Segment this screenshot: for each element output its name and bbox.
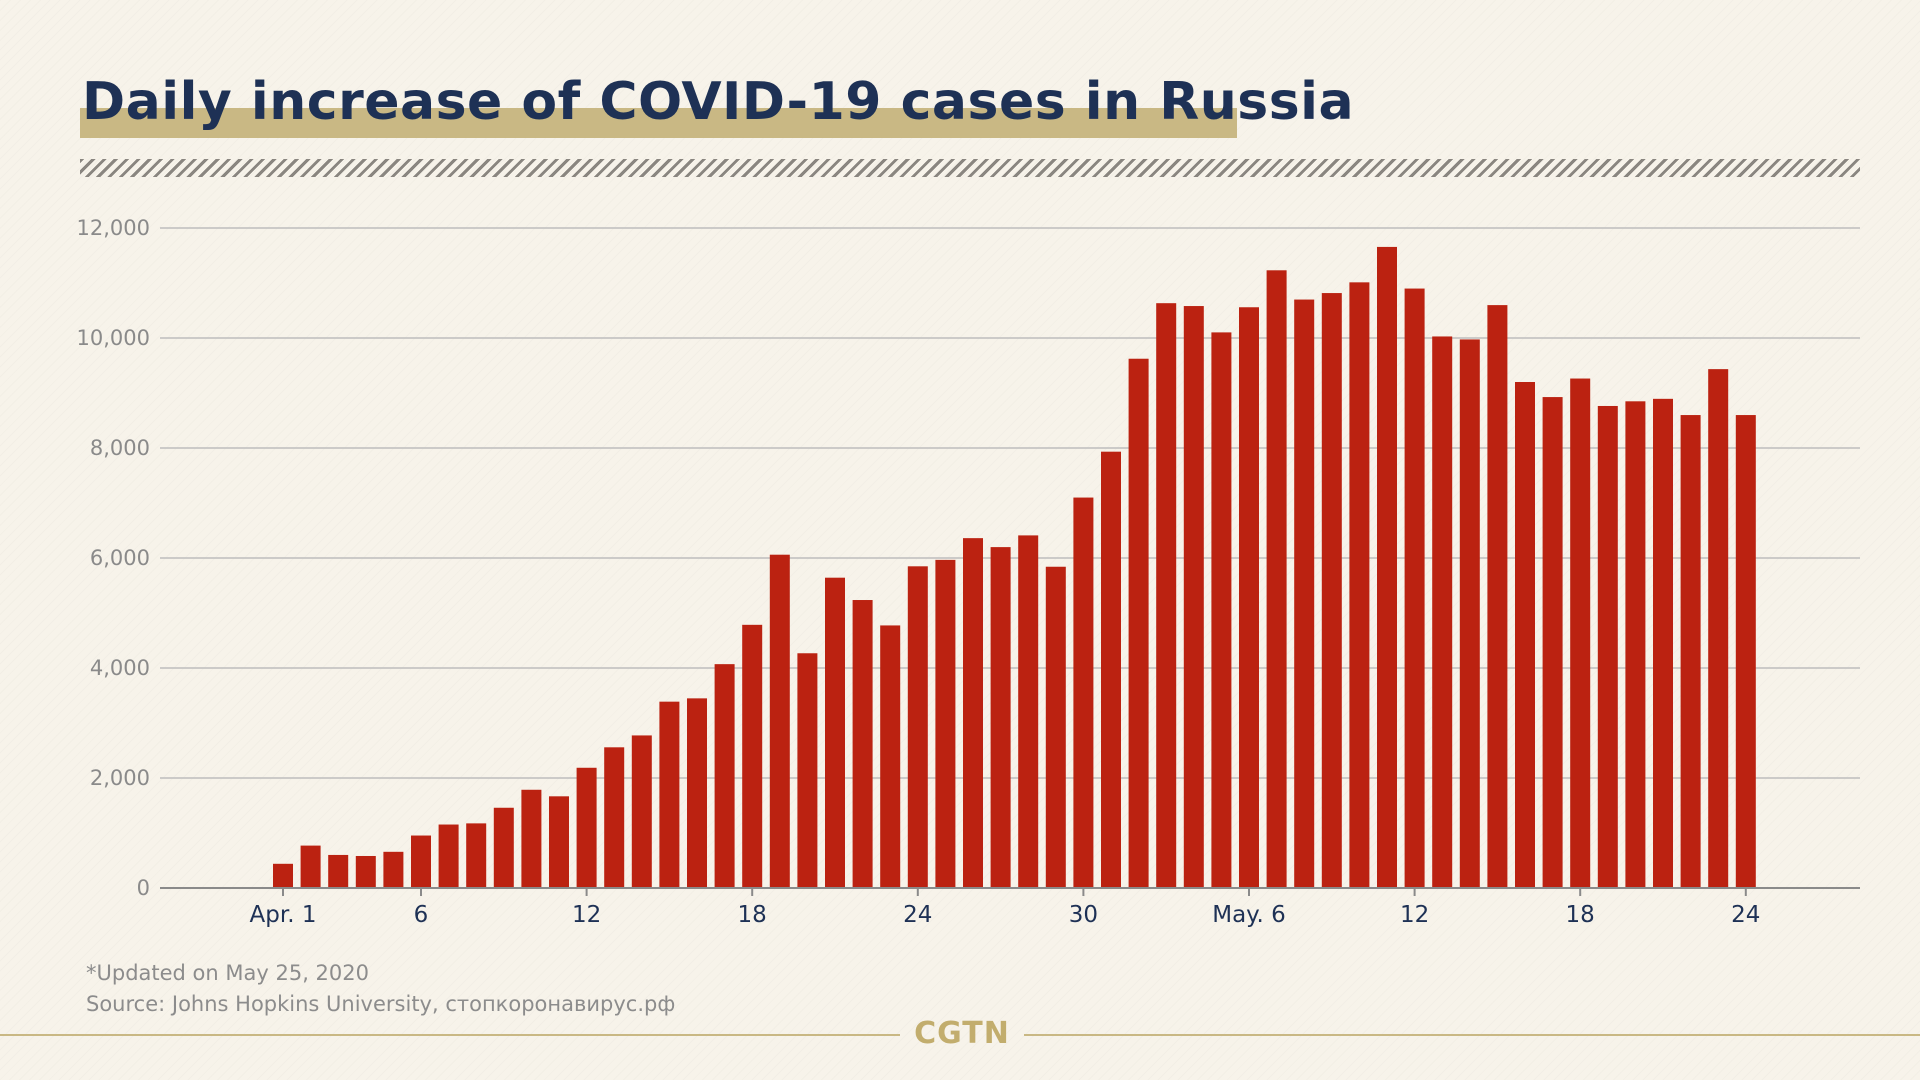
y-tick-label: 0 [137,876,150,900]
bar-apr-23 [880,625,901,888]
bar-apr-28 [1018,535,1039,888]
bar-may-11 [1377,246,1397,889]
bar-apr-7 [438,824,459,888]
x-tick-label: Apr. 1 [250,902,317,928]
bar-may-15 [1487,305,1508,888]
bar-may-18 [1570,378,1591,888]
bar-may-10 [1349,282,1370,889]
y-axis-ticks: 0 2,000 4,000 6,000 8,000 10,000 12,000 [77,216,150,900]
x-tick-label: 24 [903,902,932,928]
bar-apr-19 [769,554,790,888]
bar-apr-9 [493,807,514,888]
bar-apr-15 [659,701,680,888]
footer-rule-left [0,1034,900,1036]
bar-may-17 [1542,397,1563,888]
y-tick-label: 6,000 [90,546,150,570]
footnote: *Updated on May 25, 2020 Source: Johns H… [86,958,675,1020]
bar-chart: 0 2,000 4,000 6,000 8,000 10,000 12,000 Apr. 1… [77,216,1860,928]
bar-apr-13 [604,747,625,888]
x-tick-label: 18 [738,902,767,928]
bar-apr-29 [1045,566,1066,888]
bar-apr-11 [549,796,569,888]
bar-may-6 [1239,307,1259,888]
bar-may-3 [1156,303,1177,888]
bar-apr-21 [825,577,845,888]
bar-may-5 [1211,332,1232,888]
x-tick-label: 18 [1566,902,1595,928]
bar-apr-5 [383,851,404,888]
bar-apr-22 [852,600,873,888]
bar-apr-14 [631,735,652,888]
bar-may-23 [1708,369,1729,888]
bar-may-14 [1459,339,1480,888]
bar-apr-20 [797,653,818,888]
y-tick-label: 12,000 [77,216,150,240]
bar-apr-17 [714,664,735,888]
bar-apr-25 [935,559,956,888]
bar-may-7 [1266,270,1287,888]
bar-may-22 [1680,415,1701,888]
bar-may-16 [1515,382,1535,888]
bar-may-20 [1625,401,1646,888]
bar-apr-6 [411,835,431,888]
x-axis-ticks: Apr. 1 6 12 18 24 30 May. 6 12 18 24 [250,888,1760,928]
x-tick-label: 12 [572,902,601,928]
x-tick-label: 24 [1731,902,1760,928]
y-tick-label: 2,000 [90,766,150,790]
updated-note: *Updated on May 25, 2020 [86,961,369,985]
bar-may-19 [1597,405,1618,888]
y-tick-label: 4,000 [90,656,150,680]
bar-may-21 [1653,398,1673,888]
decorative-hatch-divider [80,159,1860,177]
title-block: Daily increase of COVID-19 cases in Russ… [80,66,1354,146]
bar-may-2 [1128,358,1149,888]
x-tick-label: 6 [414,902,429,928]
bar-apr-12 [576,767,597,888]
bar-apr-2 [300,845,321,888]
bar-may-8 [1294,299,1315,888]
bar-may-4 [1183,306,1204,888]
bar-may-24 [1735,415,1756,888]
bars [273,246,1756,889]
bar-may-12 [1404,288,1425,888]
title-highlight [80,108,1237,138]
bar-apr-18 [742,624,763,888]
y-tick-label: 10,000 [77,326,150,350]
x-tick-label: May. 6 [1212,902,1286,928]
cgtn-logo: CGTN [914,1016,1010,1051]
bar-may-9 [1321,293,1342,888]
footer-rule-right [1024,1034,1920,1036]
bar-may-13 [1432,336,1453,889]
chart-title: Daily increase of COVID-19 cases in Russ… [82,72,1355,132]
bar-apr-4 [355,855,376,888]
bar-apr-1 [273,863,293,888]
x-tick-label: 12 [1400,902,1429,928]
source-note: Source: Johns Hopkins University, стопко… [86,992,676,1016]
x-tick-label: 30 [1069,902,1098,928]
bar-apr-16 [687,698,707,888]
bar-apr-27 [990,547,1011,888]
bar-may-1 [1101,451,1121,888]
bar-apr-3 [328,854,349,888]
bar-apr-10 [521,789,542,888]
bar-apr-8 [466,823,487,888]
y-tick-label: 8,000 [90,436,150,460]
bar-apr-30 [1073,497,1094,888]
bar-apr-26 [963,538,983,888]
bar-apr-24 [907,566,928,888]
